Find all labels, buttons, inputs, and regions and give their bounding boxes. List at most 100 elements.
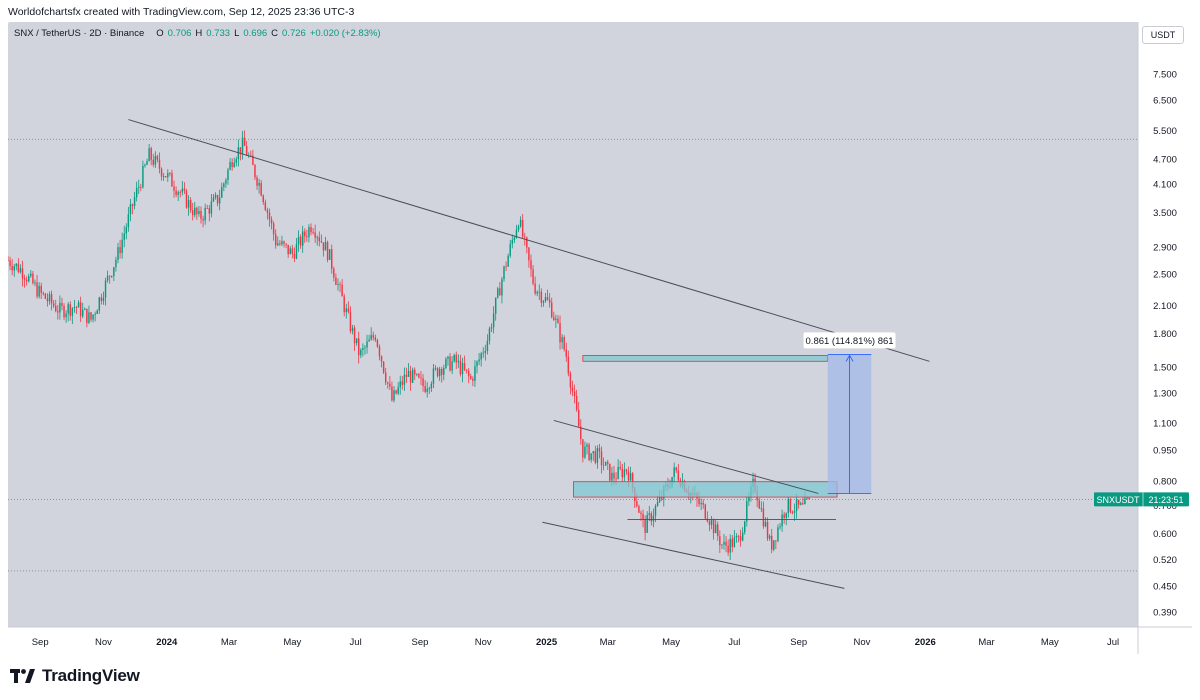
candle-body: [235, 159, 238, 163]
candle-body: [96, 310, 98, 314]
candle-body: [11, 266, 13, 271]
candle-body: [575, 395, 578, 410]
y-tick-label: 0.390: [1153, 607, 1177, 618]
candle-body: [308, 227, 310, 238]
symbol-label[interactable]: SNX / TetherUS · 2D · Binance: [14, 28, 145, 39]
candle-body: [169, 172, 171, 174]
candle-body: [441, 368, 443, 375]
candle-body: [316, 237, 318, 239]
candle-body: [108, 275, 111, 277]
candle-body: [565, 349, 567, 357]
candle-body: [25, 279, 28, 282]
candle-body: [719, 536, 721, 546]
candle-body: [322, 242, 325, 251]
candle-body: [21, 268, 24, 279]
candle-body: [194, 207, 196, 216]
candle-body: [615, 478, 617, 480]
candle-body: [245, 146, 248, 156]
candle-body: [140, 186, 142, 188]
candle-body: [486, 340, 489, 351]
candle-body: [654, 505, 657, 516]
candle-body: [364, 347, 366, 349]
candle-body: [125, 227, 128, 234]
candle-body: [563, 337, 565, 350]
tradingview-logo-icon: [10, 669, 35, 683]
candle-body: [540, 291, 543, 303]
candle-body: [374, 337, 377, 340]
candle-body: [260, 183, 262, 196]
candle-body: [532, 269, 534, 284]
candle-body: [214, 195, 217, 198]
candle-body: [725, 541, 727, 546]
x-tick-label: Sep: [32, 637, 49, 648]
candle-body: [775, 540, 777, 542]
candle-body: [196, 207, 198, 215]
candle-body: [741, 532, 744, 541]
candle-body: [783, 514, 785, 518]
candle-body: [102, 297, 105, 302]
candle-body: [61, 302, 63, 306]
candle-body: [227, 169, 229, 180]
candle-body: [509, 243, 511, 256]
candle-body: [225, 179, 227, 184]
candle-body: [656, 501, 659, 506]
candle-body: [714, 524, 717, 534]
candle-body: [318, 237, 321, 242]
low-value: 0.696: [243, 28, 268, 39]
candle-body: [590, 453, 592, 460]
candle-body: [218, 197, 221, 204]
candle-body: [57, 311, 59, 313]
candle-body: [370, 335, 372, 340]
candle-body: [497, 288, 499, 298]
candle-body: [177, 192, 179, 195]
price-tag-time: 21:23:51: [1148, 495, 1183, 505]
candle-body: [652, 515, 655, 522]
candle-body: [208, 208, 211, 214]
candle-body: [600, 451, 603, 466]
candle-body: [793, 510, 796, 513]
x-tick-label: 2026: [915, 637, 936, 648]
y-tick-label: 0.950: [1153, 445, 1177, 456]
candle-body: [351, 327, 354, 332]
x-tick-label: Jul: [1107, 637, 1119, 648]
candle-body: [407, 370, 410, 377]
candle-body: [536, 291, 538, 294]
candle-body: [164, 176, 167, 178]
candle-body: [638, 506, 640, 513]
candle-body: [555, 318, 557, 320]
candle-body: [648, 513, 650, 515]
candle-body: [702, 502, 704, 505]
candle-body: [395, 390, 397, 394]
candle-body: [492, 313, 495, 328]
candle-body: [179, 192, 181, 193]
candle-body: [160, 168, 163, 177]
candle-body: [306, 236, 308, 238]
chart-canvas[interactable]: 9.0007.5006.5005.5004.7004.1003.5002.900…: [8, 22, 1192, 654]
candle-body: [187, 200, 190, 208]
candle-body: [200, 210, 202, 219]
candle-body: [349, 311, 352, 332]
candle-body: [301, 231, 304, 246]
candle-body: [517, 226, 520, 230]
candle-body: [781, 514, 783, 527]
chart-frame: [8, 22, 1192, 654]
y-tick-label: 2.500: [1153, 269, 1177, 280]
candle-body: [337, 284, 339, 285]
candle-body: [644, 519, 646, 533]
candle-body: [677, 470, 680, 481]
candle-body: [19, 268, 22, 273]
candle-body: [791, 511, 794, 513]
candle-body: [362, 347, 364, 350]
candle-body: [146, 161, 148, 165]
candle-body: [409, 370, 412, 383]
candle-body: [131, 204, 134, 207]
x-tick-label: Sep: [411, 637, 428, 648]
x-tick-label: Mar: [600, 637, 616, 648]
candle-body: [476, 361, 478, 367]
candle-body: [542, 301, 545, 303]
currency-button[interactable]: USDT: [1142, 26, 1184, 44]
candle-body: [320, 241, 323, 243]
candle-body: [115, 259, 117, 268]
tradingview-logo[interactable]: TradingView: [10, 666, 140, 686]
candle-body: [472, 378, 474, 381]
